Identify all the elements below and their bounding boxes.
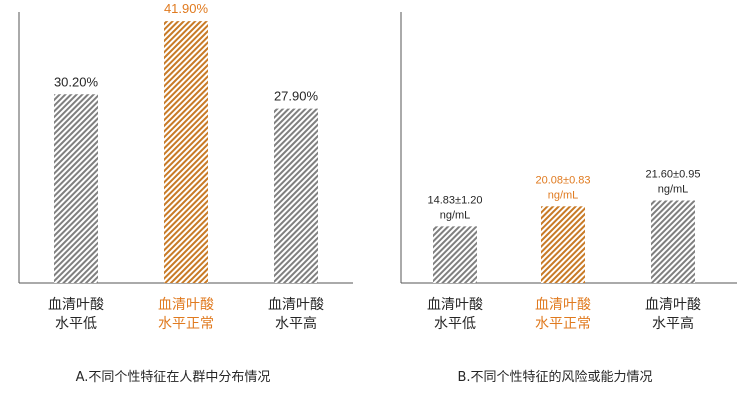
panel-b-category-label-2-line-1: 血清叶酸 (535, 297, 591, 313)
panel-b-category-label-3-line-1: 血清叶酸 (645, 297, 701, 313)
panel-a-bar-3 (274, 108, 318, 283)
panel-b-category-label-1-line-2: 水平低 (434, 316, 476, 332)
panel-a-category-label-1-line-1: 血清叶酸 (48, 297, 104, 313)
panel-b-bar-3 (651, 200, 695, 283)
panel-b-data-label-1-line-2: ng/mL (440, 209, 471, 221)
panel-b-category-label-3-line-2: 水平高 (652, 315, 694, 332)
panel-a-bar-1 (54, 94, 98, 283)
panel-b-data-label-1-line-1: 14.83±1.20 (428, 194, 483, 206)
panel-b-category-label-1-line-1: 血清叶酸 (427, 297, 483, 313)
panel-a-data-label-3: 27.90% (274, 89, 319, 104)
panel-a-category-label-2-line-2: 水平正常 (158, 316, 214, 332)
panel-b-bar-2 (541, 206, 585, 283)
panel-b-data-label-3-line-1: 21.60±0.95 (646, 169, 701, 181)
panel-a-category-label-3-line-1: 血清叶酸 (268, 297, 324, 313)
panel-a-category-label-2-line-1: 血清叶酸 (158, 297, 214, 313)
panel-b-caption: B.不同个性特征的风险或能力情况 (457, 369, 652, 385)
panel-b-category-label-2-line-2: 水平正常 (535, 316, 591, 332)
panel-a-bar-2 (164, 21, 208, 283)
panel-b-bar-1 (433, 226, 477, 283)
panel-a-category-label-1-line-2: 水平低 (55, 316, 97, 332)
panel-b-data-label-2-line-2: ng/mL (548, 189, 579, 201)
panel-a-data-label-1: 30.20% (54, 74, 99, 89)
panel-b-data-label-3-line-2: ng/mL (658, 184, 689, 196)
panel-a-caption: A.不同个性特征在人群中分布情况 (76, 370, 271, 385)
panel-a-data-label-2: 41.90% (164, 1, 209, 16)
panel-a-category-label-3-line-2: 水平高 (275, 315, 317, 332)
panel-b-data-label-2-line-1: 20.08±0.83 (536, 174, 591, 186)
